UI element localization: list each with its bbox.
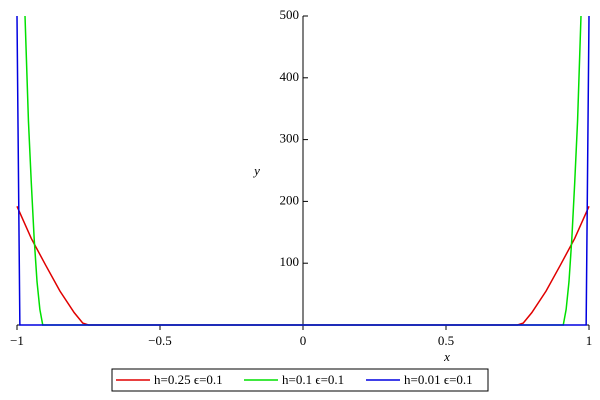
plot-area (16, 15, 590, 326)
y-tick-label: 300 (280, 131, 300, 146)
y-axis-label: y (252, 163, 260, 178)
legend-label: h=0.25 ϵ=0.1 (154, 372, 223, 387)
x-tick-label: 0 (300, 333, 307, 348)
y-tick-label: 100 (280, 254, 300, 269)
x-tick-label: 1 (586, 333, 593, 348)
x-tick-label: −0.5 (148, 333, 172, 348)
y-tick-label: 200 (280, 192, 300, 207)
y-tick-label: 400 (280, 69, 300, 84)
series-line (16, 15, 590, 326)
x-tick-label: −1 (10, 333, 24, 348)
y-tick-label: 500 (280, 7, 300, 22)
legend-label: h=0.01 ϵ=0.1 (404, 372, 473, 387)
x-axis-label: x (443, 349, 450, 364)
legend-label: h=0.1 ϵ=0.1 (282, 372, 344, 387)
x-tick-label: 0.5 (438, 333, 454, 348)
legend-box (111, 368, 489, 392)
